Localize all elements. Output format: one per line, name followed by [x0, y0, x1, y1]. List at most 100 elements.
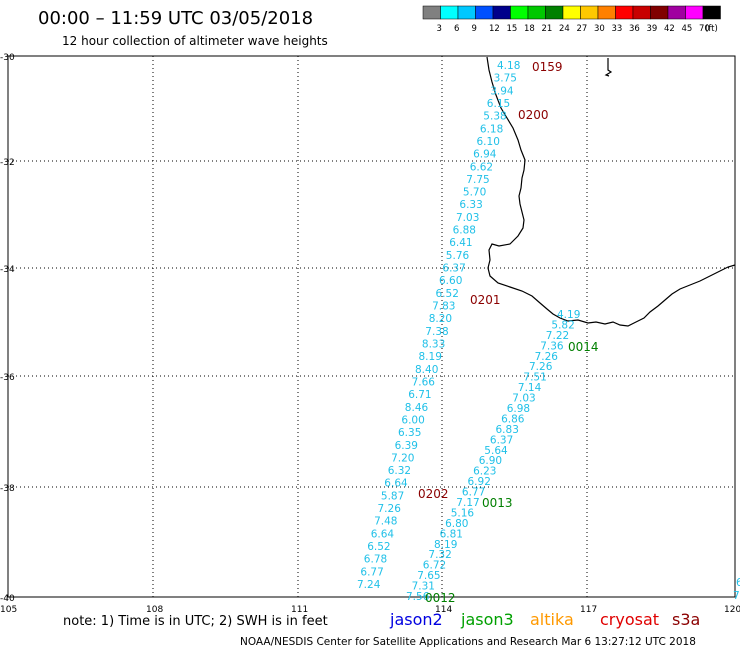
color-scale-swatch — [440, 5, 459, 20]
time-label: 0159 — [532, 60, 563, 74]
island — [604, 58, 613, 77]
wave-height-value: 3.94 — [490, 85, 514, 97]
wave-height-value: 7.83 — [432, 301, 455, 313]
wave-height-value: 8.33 — [422, 339, 445, 351]
wave-height-value: 6.90 — [479, 455, 502, 467]
color-scale-label: 39 — [647, 24, 658, 34]
wave-height-value: 7.56 — [406, 591, 430, 603]
color-scale-label: 42 — [664, 24, 675, 34]
satellite-legend-cryosat: cryosat — [600, 610, 659, 629]
x-tick-label: 108 — [146, 605, 163, 615]
wave-height-value: 5.82 — [551, 319, 574, 331]
x-tick-label: 114 — [435, 605, 452, 615]
wave-height-value: 6.83 — [496, 424, 519, 436]
x-tick-label: 105 — [0, 605, 17, 615]
x-tick-label: 111 — [291, 605, 308, 615]
wave-height-value: 6.37 — [442, 263, 465, 275]
wave-height-value: 6.52 — [367, 541, 390, 553]
color-scale-label: 27 — [577, 24, 588, 34]
wave-height-value: 6.41 — [449, 237, 472, 249]
map-subtitle: 12 hour collection of altimeter wave hei… — [62, 34, 328, 48]
wave-height-value: 3.75 — [494, 73, 517, 85]
wave-height-value: 6.33 — [459, 199, 482, 211]
wave-height-value: 6.64 — [371, 528, 395, 540]
color-scale-unit: (ft) — [705, 24, 718, 34]
color-scale-label: 24 — [559, 24, 570, 34]
wave-height-value: 7.65 — [417, 570, 440, 582]
wave-height-value: 7.36 — [540, 340, 564, 352]
color-scale-label: 18 — [524, 24, 535, 34]
color-scale-label: 33 — [612, 24, 623, 34]
color-scale-label: 30 — [594, 24, 605, 34]
wave-height-value: 7.66 — [412, 377, 436, 389]
wave-height-value: 6.80 — [445, 518, 468, 530]
wave-height-value: 7.20 — [391, 452, 414, 464]
y-tick-label: -40 — [0, 594, 15, 604]
color-scale-swatch — [510, 5, 529, 20]
wave-height-value: 6.77 — [360, 566, 383, 578]
color-scale-label: 70 — [699, 24, 710, 34]
time-label: 0202 — [418, 487, 449, 501]
time-label: 0014 — [568, 340, 599, 354]
wave-height-value: 6.94 — [473, 149, 497, 161]
edge-value-label: 7 — [733, 590, 740, 602]
x-tick-label: 117 — [580, 605, 597, 615]
wave-height-value: 5.87 — [381, 490, 404, 502]
jason3-track-east: 4.195.827.227.367.267.267.517.147.036.98… — [406, 309, 580, 603]
wave-height-color-scale: 3 6 9 12 15 18 21 24 27 30 33 36 39 42 45 70(ft) — [422, 5, 721, 34]
color-scale-swatch — [492, 5, 511, 20]
color-scale-label: 15 — [507, 24, 518, 34]
color-scale-swatch — [545, 5, 564, 20]
wave-height-value: 6.39 — [395, 440, 418, 452]
wave-height-value: 6.15 — [487, 98, 510, 110]
wave-height-value: 7.24 — [357, 579, 381, 591]
wave-height-value: 7.38 — [425, 326, 448, 338]
wave-height-value: 7.32 — [428, 549, 451, 561]
wave-height-value: 6.72 — [423, 560, 446, 572]
color-scale-swatch — [475, 5, 494, 20]
wave-height-value: 8.19 — [419, 351, 442, 363]
wave-height-value: 7.31 — [412, 581, 435, 593]
y-tick-label: -30 — [0, 53, 15, 63]
wave-height-value: 7.26 — [529, 361, 553, 373]
lat-lon-grid — [8, 56, 735, 597]
wave-height-value: 6.00 — [401, 414, 424, 426]
color-scale-label: 36 — [629, 24, 640, 34]
satellite-legend-jason2: jason2 — [389, 610, 443, 629]
wave-height-value: 7.48 — [374, 516, 397, 528]
color-scale-swatch — [702, 5, 721, 20]
wave-height-value: 6.60 — [439, 275, 462, 287]
y-tick-label: -36 — [0, 373, 15, 383]
color-scale-swatch — [580, 5, 599, 20]
y-tick-label: -32 — [0, 158, 15, 168]
y-tick-label: -34 — [0, 265, 15, 275]
wave-height-value: 4.19 — [557, 309, 580, 321]
wave-height-value: 7.03 — [512, 393, 535, 405]
color-scale-label: 9 — [472, 24, 477, 34]
wave-height-value: 6.86 — [501, 413, 525, 425]
y-tick-label: -38 — [0, 484, 15, 494]
time-label: 0201 — [470, 293, 501, 307]
wave-height-value: 6.32 — [388, 465, 411, 477]
footer-credit: NOAA/NESDIS Center for Satellite Applica… — [240, 636, 696, 648]
wave-height-value: 6.23 — [473, 466, 496, 478]
wave-height-value: 5.16 — [451, 507, 475, 519]
color-scale-label: 3 — [437, 24, 442, 34]
wave-height-value: 7.26 — [378, 503, 402, 515]
wave-height-value: 7.75 — [466, 174, 489, 186]
wave-height-value: 5.70 — [463, 187, 486, 199]
color-scale-swatch — [632, 5, 651, 20]
satellite-legend-altika: altika — [530, 610, 574, 629]
satellite-legend-s3a: s3a — [672, 610, 700, 629]
footer-note: note: 1) Time is in UTC; 2) SWH is in fe… — [63, 614, 328, 629]
wave-height-value: 5.76 — [446, 250, 470, 262]
wave-height-value: 6.71 — [408, 389, 431, 401]
color-scale-swatch — [615, 5, 634, 20]
wave-height-value: 6.62 — [470, 161, 493, 173]
wave-height-value: 6.37 — [490, 434, 513, 446]
wave-height-value: 7.26 — [535, 351, 559, 363]
wave-height-value: 5.64 — [484, 445, 508, 457]
wave-height-value: 7.51 — [523, 372, 546, 384]
wave-height-value: 8.40 — [415, 364, 438, 376]
